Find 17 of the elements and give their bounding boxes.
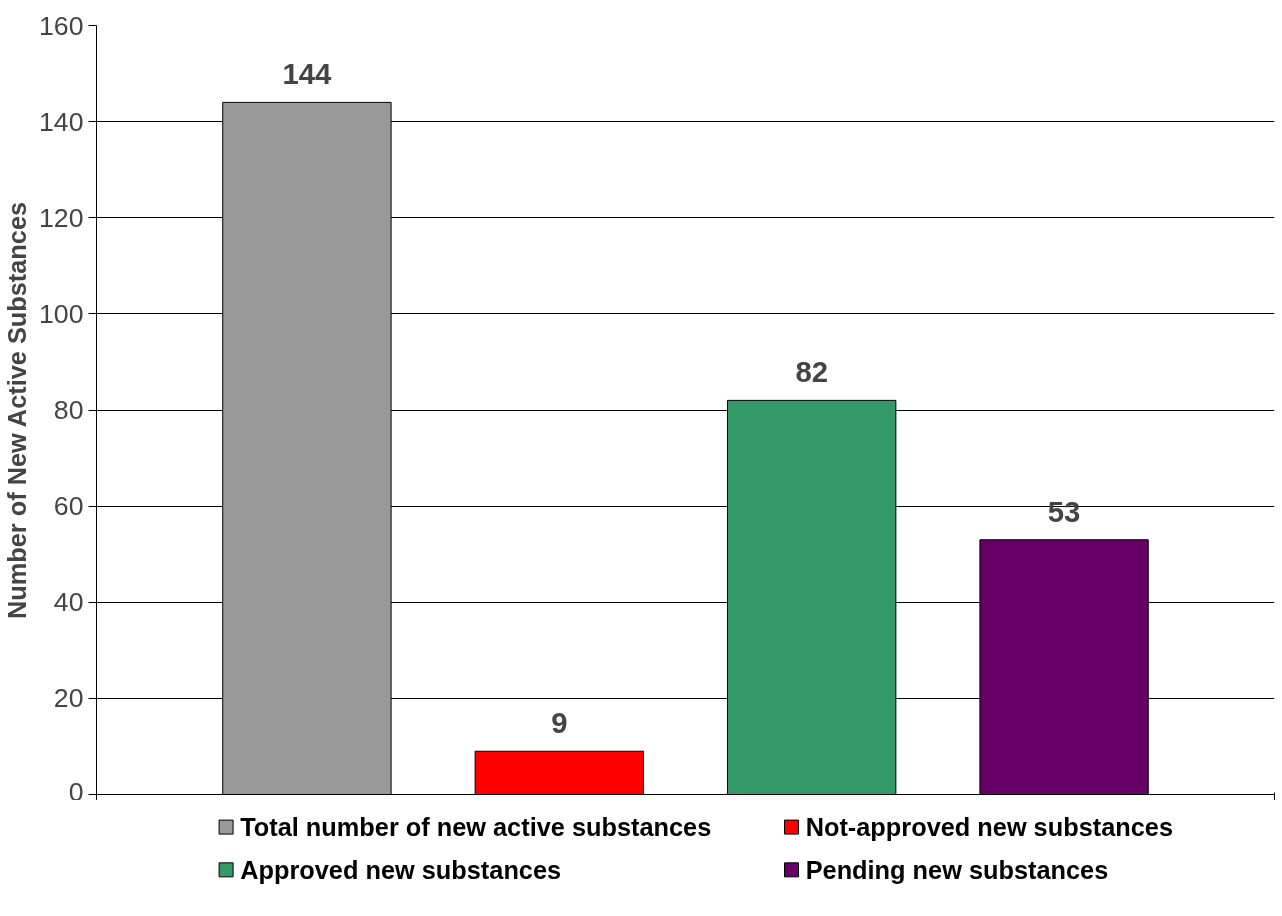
y-tick-label: 0 (68, 776, 84, 807)
legend-label: Pending new substances (805, 855, 1109, 884)
y-tick-label: 60 (53, 491, 84, 522)
data-label: 144 (282, 57, 333, 91)
y-tick-label: 80 (53, 395, 84, 425)
y-tick-label: 140 (39, 106, 84, 137)
legend-label: Total number of new active substances (240, 813, 712, 842)
legend-label: Approved new substances (240, 855, 562, 884)
y-tick-label: 100 (39, 298, 84, 329)
data-label: 82 (795, 355, 829, 389)
data-label: 9 (551, 706, 568, 740)
y-axis-title: Number of New Active Substances (3, 201, 32, 620)
y-tick-label: 160 (39, 10, 84, 41)
y-tick-label: 20 (53, 683, 84, 714)
legend-label: Not-approved new substances (805, 813, 1173, 842)
y-tick-label: 120 (39, 202, 84, 233)
y-tick-label: 40 (53, 587, 84, 618)
